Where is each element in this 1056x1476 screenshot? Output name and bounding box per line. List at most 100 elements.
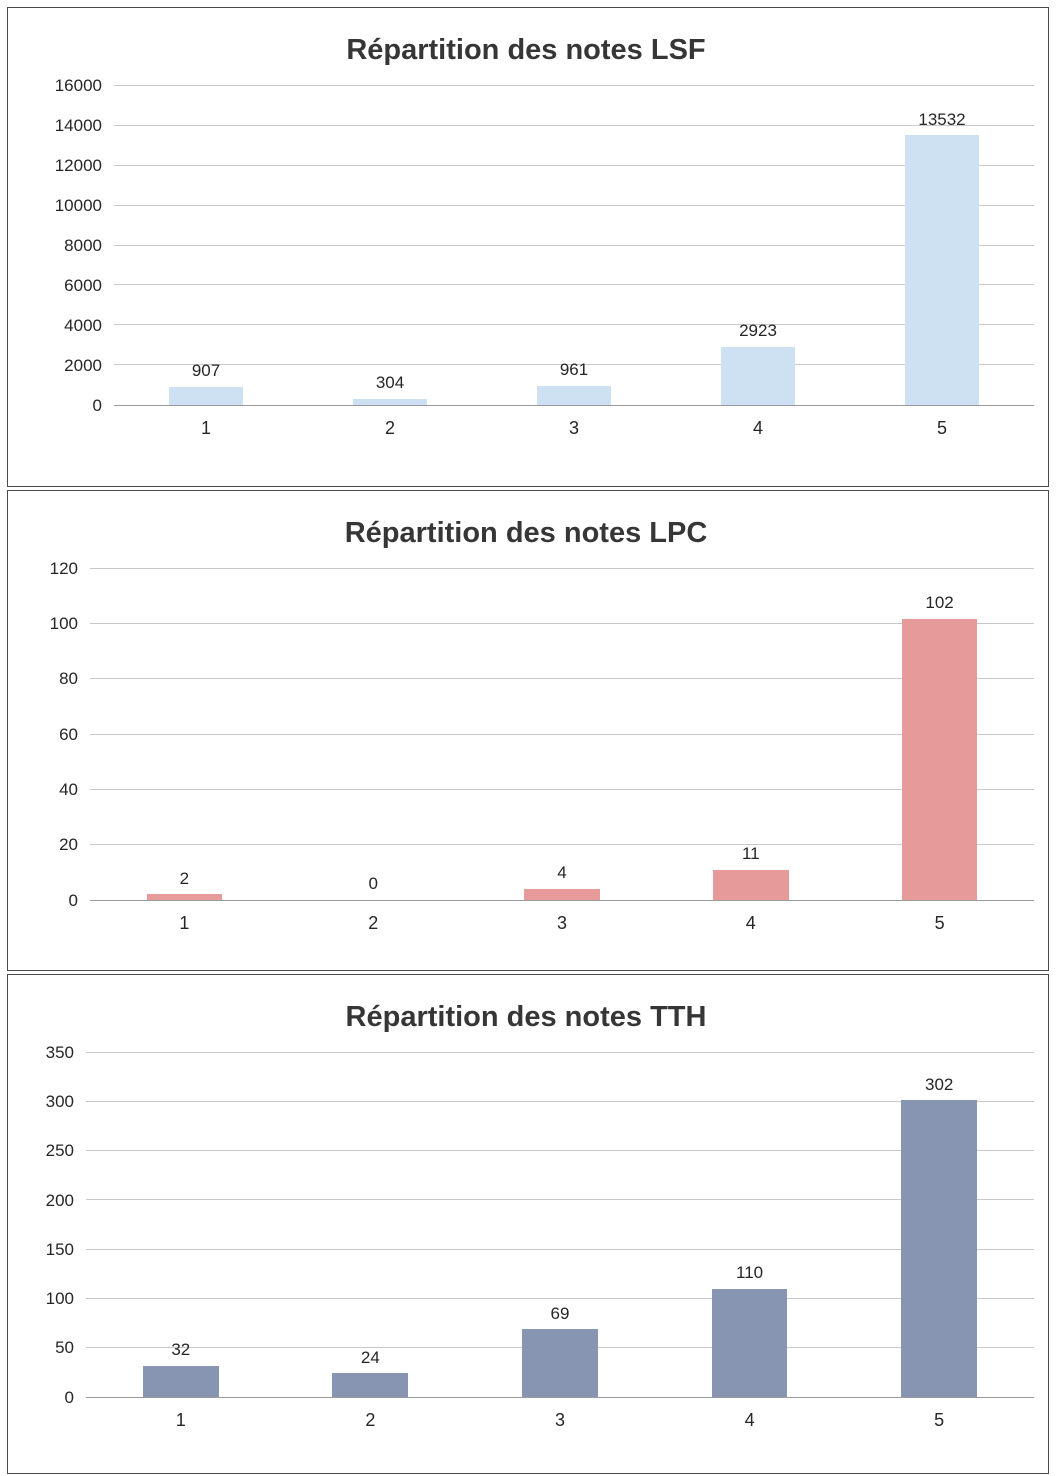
bar-value-label: 24: [360, 1347, 380, 1367]
gridline: [86, 1297, 1034, 1299]
bar: [332, 1373, 409, 1397]
x-axis-label: 3: [568, 418, 579, 438]
bar-value-label: 304: [375, 373, 405, 393]
y-axis-tick-label: 50: [55, 1338, 74, 1358]
x-axis-label: 4: [745, 913, 756, 933]
x-axis-label: 4: [752, 418, 763, 438]
plot-area: 32 24 69 110 302: [86, 1052, 1034, 1398]
bar: [905, 135, 979, 405]
y-axis-tick-label: 2000: [64, 355, 102, 375]
bar-value-label: 4: [557, 863, 567, 883]
gridline: [90, 623, 1034, 625]
y-axis-tick-label: 60: [59, 724, 78, 744]
bar-slot: 4: [468, 569, 657, 900]
y-axis: 0 50 100 150 200 250 300 350: [18, 1043, 86, 1406]
gridline: [114, 284, 1034, 286]
plot-area: 907 304 961 2923 13532: [114, 85, 1034, 406]
y-axis-tick-label: 40: [59, 780, 78, 799]
bar-value-label: 32: [171, 1339, 191, 1359]
chart-body: 0 2000 4000 6000 8000 10000 12000 14000 16000 90…: [18, 76, 1034, 414]
bar-value-label: 110: [736, 1263, 764, 1283]
y-axis-tick-label: 120: [49, 558, 78, 578]
bar-value-label: 2: [179, 868, 190, 888]
bar-value-label: 13532: [918, 109, 966, 129]
bar: [142, 1365, 219, 1397]
gridline: [114, 204, 1034, 206]
chart-title: Répartition des notes LSF: [346, 34, 706, 66]
chart-body: 0 20 40 60 80 100 120 2 0 4 11 102: [18, 559, 1034, 909]
x-axis-label: 5: [936, 418, 947, 438]
y-axis-tick-label: 350: [45, 1042, 74, 1062]
gridline: [114, 364, 1034, 366]
bar-slot: 32: [86, 1053, 276, 1397]
bar-value-label: 11: [741, 843, 760, 863]
y-axis-tick-label: 10000: [54, 195, 102, 215]
bar: [721, 346, 795, 405]
y-axis-tick-label: 100: [45, 1289, 74, 1309]
bar: [522, 1329, 598, 1397]
y-axis-tick-label: 14000: [54, 115, 102, 135]
x-axis: 1 2 3 4 5: [114, 406, 1034, 439]
y-axis-tick-label: 300: [45, 1091, 74, 1111]
chart-panel-tth: Répartition des notes TTH 0 50 100 150 200 25…: [7, 974, 1049, 1474]
bar-slot: 0: [279, 569, 468, 900]
bar: [169, 386, 243, 405]
gridline: [90, 568, 1034, 569]
gridline: [90, 788, 1034, 790]
x-axis-label: 5: [934, 913, 945, 933]
x-axis-label: 4: [744, 1410, 755, 1430]
gridline: [86, 1101, 1034, 1103]
bar-value-label: 102: [925, 592, 954, 612]
bar: [901, 618, 978, 900]
gridline: [114, 244, 1034, 246]
y-axis: 0 20 40 60 80 100 120: [18, 559, 90, 909]
gridline: [114, 124, 1034, 126]
y-axis-tick-label: 250: [45, 1141, 74, 1161]
chart-body: 0 50 100 150 200 250 300 350 32 24 69 110 302: [18, 1043, 1034, 1406]
bar-slot: 304: [298, 86, 482, 405]
y-axis: 0 2000 4000 6000 8000 10000 12000 14000 16000: [18, 76, 114, 414]
x-axis-label: 1: [200, 418, 211, 438]
bar-value-label: 69: [550, 1303, 570, 1323]
bar: [537, 385, 611, 405]
gridline: [86, 1248, 1034, 1250]
y-axis-tick-label: 12000: [54, 155, 102, 175]
bar: [524, 888, 600, 900]
y-axis-tick-label: 4000: [64, 315, 102, 335]
bar-value-label: 907: [191, 361, 221, 381]
y-axis-tick-label: 0: [64, 1387, 74, 1407]
gridline: [86, 1150, 1034, 1152]
bar-slot: 961: [482, 86, 666, 405]
x-axis-label: 5: [934, 1410, 945, 1430]
gridline: [90, 733, 1034, 735]
bar-slot: 24: [276, 1053, 466, 1397]
y-axis-tick-label: 6000: [64, 275, 102, 295]
gridline: [90, 678, 1034, 680]
bar-value-label: 2923: [739, 321, 777, 341]
bar: [713, 869, 789, 900]
bar-slot: 110: [655, 1053, 845, 1397]
bar-slot: 302: [844, 1053, 1034, 1397]
plot-area: 2 0 4 11 102: [90, 568, 1034, 901]
chart-panel-lsf: Répartition des notes LSF 0 2000 4000 6000 8…: [7, 7, 1049, 487]
y-axis-tick-label: 200: [45, 1190, 74, 1210]
y-axis-tick-label: 16000: [54, 75, 102, 95]
bar-slot: 2923: [666, 86, 850, 405]
bar-slot: 102: [845, 569, 1034, 900]
x-axis-label: 3: [554, 1410, 565, 1430]
x-axis: 1 2 3 4 5: [86, 1398, 1034, 1431]
bar: [711, 1288, 788, 1397]
gridline: [86, 1052, 1034, 1053]
bar-slot: 13532: [850, 86, 1034, 405]
x-axis-label: 1: [175, 1410, 186, 1430]
y-axis-tick-label: 20: [59, 835, 78, 855]
gridline: [86, 1199, 1034, 1201]
bar: [901, 1100, 978, 1397]
x-axis-label: 2: [368, 913, 379, 933]
y-axis-tick-label: 0: [68, 890, 78, 910]
x-axis-label: 1: [179, 913, 190, 933]
bar-value-label: 0: [368, 874, 378, 894]
chart-title: Répartition des notes TTH: [345, 1001, 707, 1033]
x-axis-label: 2: [365, 1410, 376, 1430]
gridline: [90, 843, 1034, 845]
